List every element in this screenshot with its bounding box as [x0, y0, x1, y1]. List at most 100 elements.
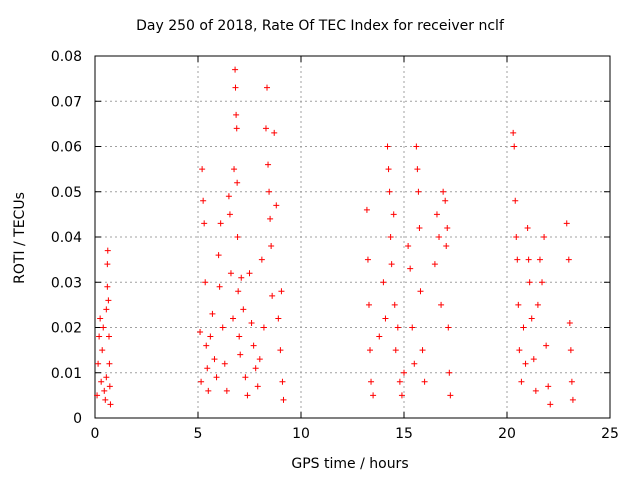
data-point: [256, 356, 263, 363]
data-point: [260, 324, 267, 331]
data-point: [104, 283, 111, 290]
data-point: [444, 224, 451, 231]
data-point: [280, 396, 287, 403]
data-point: [254, 383, 261, 390]
data-point: [568, 378, 575, 385]
data-point: [202, 279, 209, 286]
data-point: [216, 283, 223, 290]
data-point: [95, 360, 102, 367]
chart-title: Day 250 of 2018, Rate Of TEC Index for r…: [136, 18, 504, 34]
data-point: [237, 351, 244, 358]
data-point: [364, 256, 371, 263]
data-point: [226, 211, 233, 218]
data-point: [387, 234, 394, 240]
data-point: [528, 315, 535, 322]
data-point: [512, 197, 519, 204]
data-point: [565, 256, 572, 263]
data-point: [198, 378, 205, 385]
data-point: [279, 378, 286, 385]
data-point: [106, 333, 113, 340]
data-point: [105, 297, 112, 304]
data-point: [209, 310, 216, 317]
data-point: [266, 188, 273, 195]
data-point: [230, 315, 237, 322]
data-point: [386, 188, 393, 195]
data-point: [514, 256, 521, 263]
data-point: [221, 360, 228, 367]
y-tick-label: 0.06: [51, 140, 82, 156]
data-point: [363, 206, 370, 213]
data-point: [414, 166, 421, 173]
data-point: [431, 261, 438, 268]
data-point: [438, 301, 445, 308]
data-point: [417, 288, 424, 295]
axis-ticks: [94, 55, 611, 419]
y-axis-label: ROTI / TECUs: [12, 192, 28, 284]
data-point: [232, 84, 239, 91]
data-point: [248, 319, 255, 326]
data-point: [100, 324, 107, 331]
data-point: [390, 211, 397, 218]
data-point: [522, 360, 529, 367]
data-point: [405, 243, 412, 250]
data-point: [273, 202, 280, 209]
data-point: [433, 211, 440, 218]
data-point: [413, 143, 420, 150]
data-point: [242, 374, 249, 381]
x-axis-label: GPS time / hours: [291, 456, 409, 472]
data-point: [530, 356, 537, 363]
x-tick-label: 0: [91, 426, 100, 442]
data-point: [446, 369, 453, 376]
data-point: [227, 270, 234, 277]
data-point: [232, 66, 239, 73]
data-point: [207, 333, 214, 340]
y-tick-label: 0.03: [51, 275, 82, 291]
data-point: [246, 270, 253, 277]
x-tick-label: 15: [395, 426, 413, 442]
data-point: [215, 252, 222, 259]
data-point: [264, 84, 271, 91]
data-point: [419, 347, 426, 354]
data-point: [223, 387, 230, 394]
data-point: [518, 378, 525, 385]
data-point: [94, 392, 101, 399]
data-point: [199, 166, 206, 173]
data-point: [415, 188, 422, 195]
data-point: [99, 347, 106, 354]
data-point: [536, 256, 543, 263]
data-point: [365, 301, 372, 308]
data-point: [524, 224, 531, 231]
data-point: [235, 288, 242, 295]
x-tick-label: 20: [498, 426, 516, 442]
data-point: [252, 365, 259, 372]
y-tick-label: 0.02: [51, 321, 82, 337]
data-point: [267, 215, 274, 222]
y-tick-label: 0.05: [51, 185, 82, 201]
data-point: [525, 256, 532, 263]
y-tick-label: 0.07: [51, 94, 82, 110]
data-point: [380, 279, 387, 286]
data-point: [382, 315, 389, 322]
data-point: [240, 306, 247, 313]
data-point: [277, 347, 284, 354]
data-point: [271, 129, 278, 136]
data-point: [234, 234, 241, 240]
data-point: [445, 324, 452, 331]
data-point: [200, 197, 207, 204]
data-point: [547, 401, 554, 408]
data-point: [526, 279, 533, 286]
data-point: [265, 161, 272, 168]
data-point: [563, 220, 570, 227]
grid-lines: [95, 56, 610, 418]
data-point: [447, 392, 454, 399]
data-point: [217, 220, 224, 227]
data-point: [541, 234, 548, 240]
data-point: [368, 378, 375, 385]
data-point: [203, 342, 210, 349]
data-point: [401, 369, 407, 376]
tick-labels: 0 5 10 15 20 25 0 0.01 0.02 0.03 0.04 0.05 0.06 0.07 0…: [51, 49, 619, 442]
x-tick-label: 10: [292, 426, 310, 442]
x-tick-label: 5: [194, 426, 203, 442]
data-point: [545, 383, 552, 390]
y-tick-label: 0.01: [51, 366, 82, 382]
